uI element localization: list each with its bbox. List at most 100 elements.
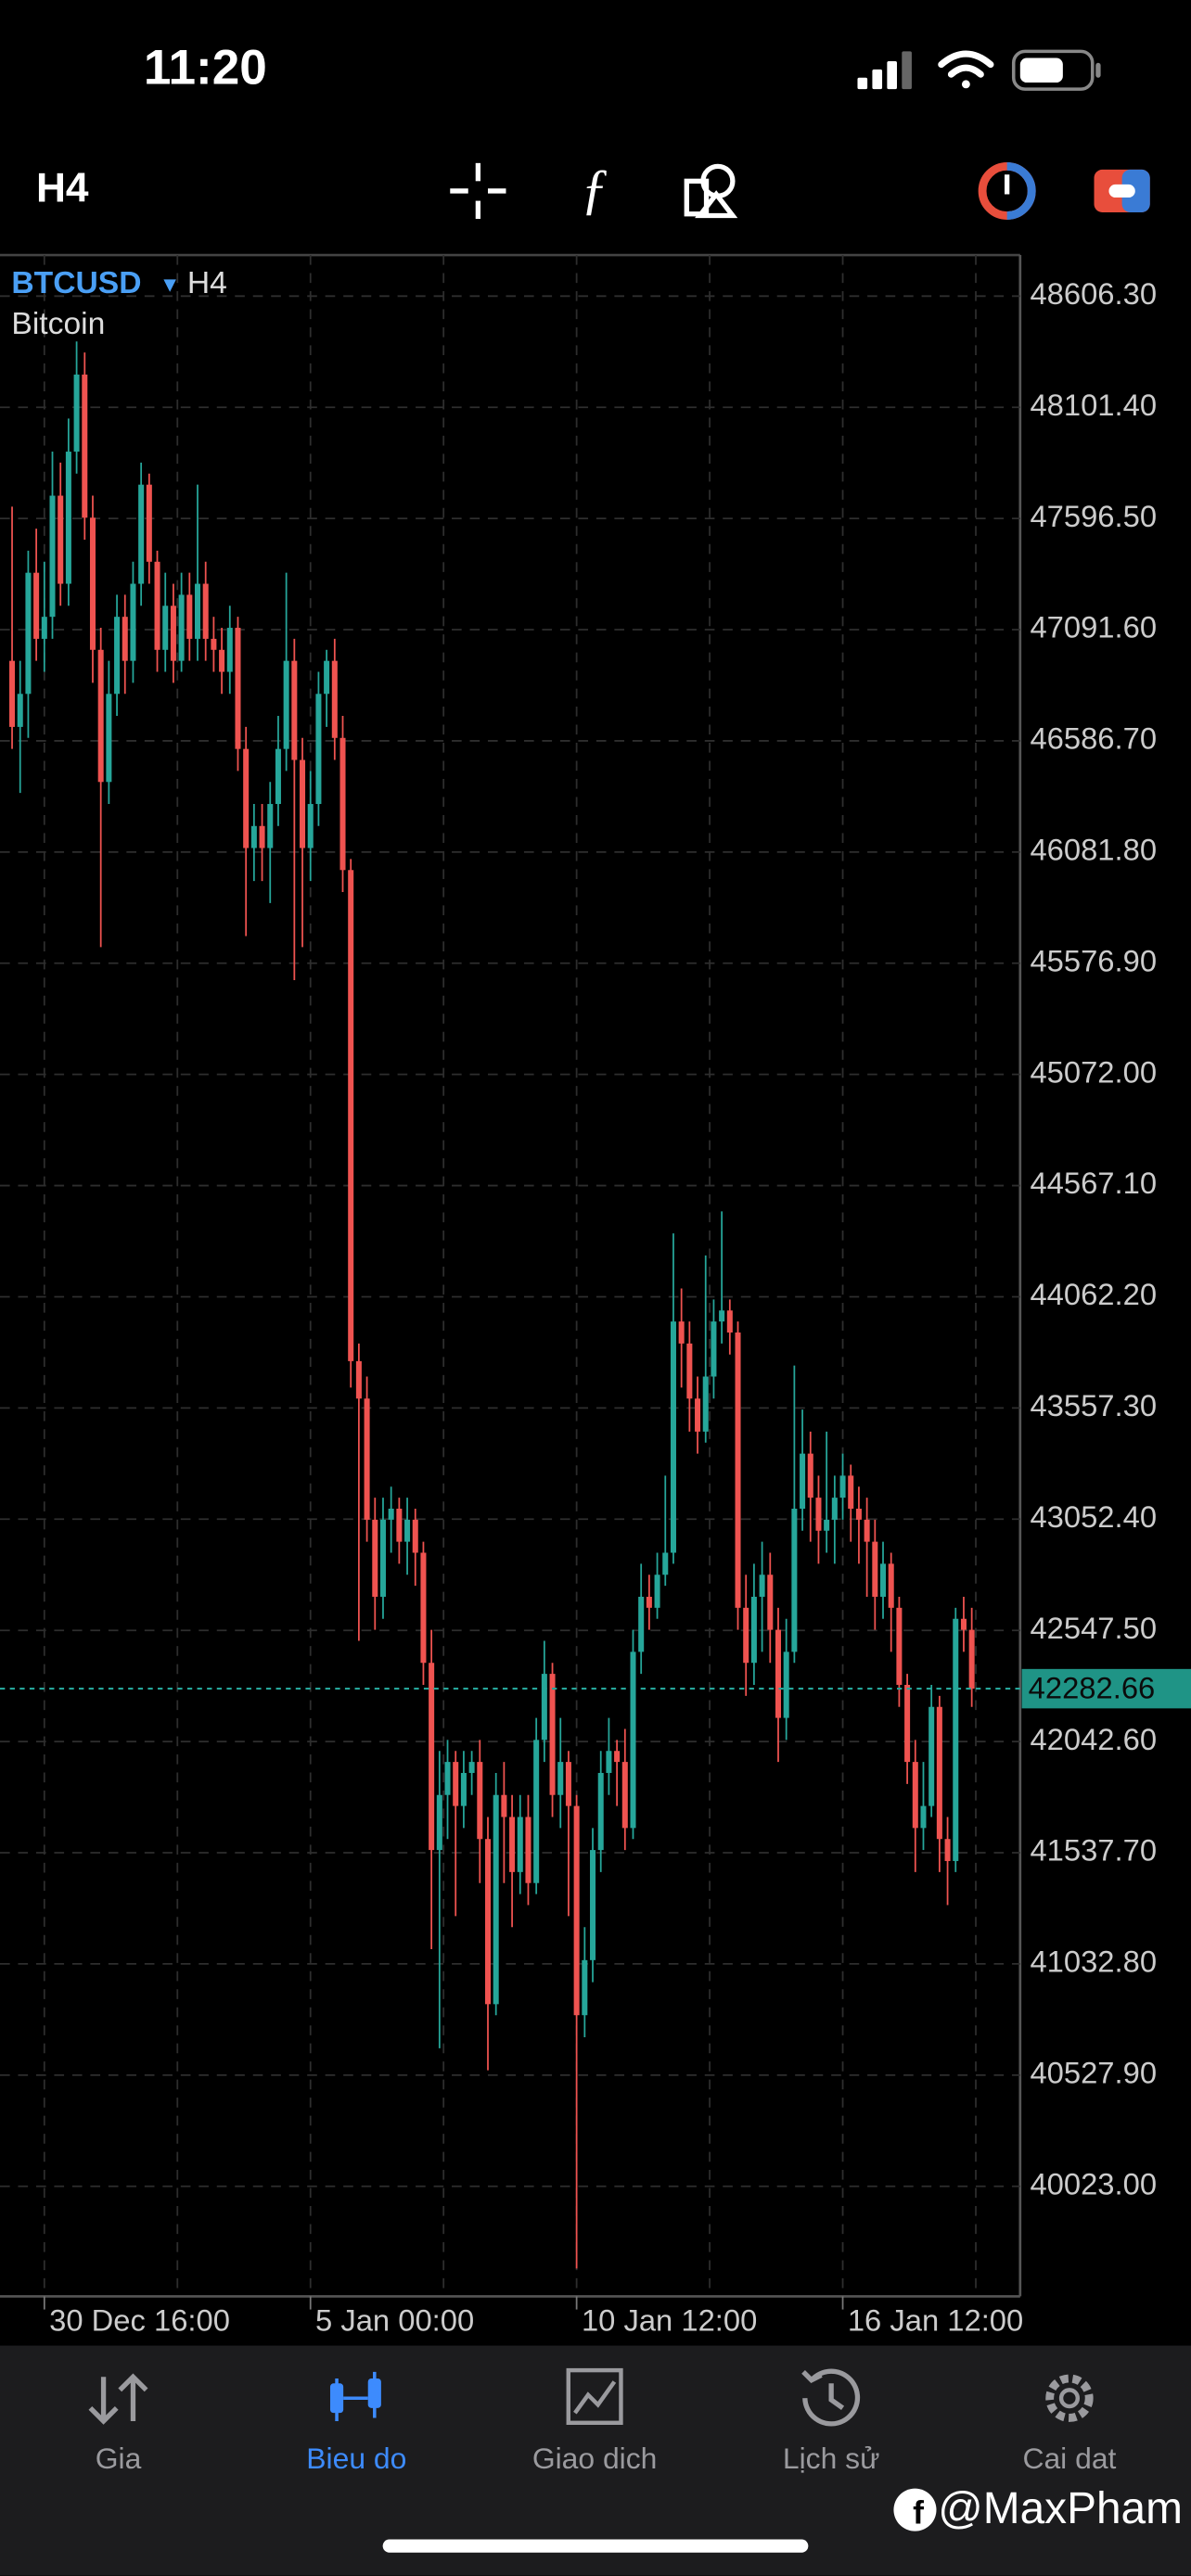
candle-body: [114, 617, 121, 695]
candle-body: [138, 484, 145, 584]
candle-body: [614, 1751, 621, 1763]
home-indicator: [382, 2539, 809, 2553]
candle-body: [872, 1541, 878, 1597]
candle-body: [202, 583, 209, 639]
battery-icon: [1011, 49, 1101, 91]
candle-body: [525, 1817, 531, 1883]
candle-body: [791, 1508, 798, 1652]
svg-text:f: f: [913, 2493, 924, 2531]
signal-icon: [857, 51, 912, 90]
candle-body: [307, 804, 314, 848]
candle-body: [855, 1508, 862, 1520]
indicators-button[interactable]: ƒ: [581, 158, 608, 220]
candle-body: [711, 1321, 717, 1377]
symbol-description: Bitcoin: [11, 307, 105, 341]
candle-body: [154, 561, 160, 650]
y-tick-label: 47596.50: [1030, 499, 1157, 533]
objects-button[interactable]: [684, 163, 738, 219]
candle-body: [300, 759, 306, 848]
candle-body: [597, 1772, 604, 1851]
candle-body: [864, 1519, 870, 1542]
candle-body: [453, 1762, 459, 1806]
x-tick-label: 10 Jan 12:00: [582, 2302, 757, 2337]
candle-body: [654, 1575, 660, 1608]
tab-label: Lịch sử: [783, 2442, 880, 2475]
candle-body: [750, 1596, 757, 1664]
candle-body: [339, 737, 346, 871]
candle-body: [420, 1552, 427, 1664]
y-tick-label: 40023.00: [1030, 2166, 1157, 2200]
candle-body: [880, 1563, 887, 1597]
timeframe-button[interactable]: H4: [36, 166, 89, 211]
chart-timeframe: H4: [187, 266, 227, 300]
x-tick-label: 16 Jan 12:00: [848, 2302, 1023, 2337]
status-time: 11:20: [144, 41, 267, 96]
tab[interactable]: Cai dat: [1022, 2374, 1117, 2475]
trade-button[interactable]: [1094, 169, 1150, 212]
tab[interactable]: Lịch sử: [783, 2368, 880, 2475]
tab[interactable]: Gia: [88, 2373, 148, 2475]
y-tick-label: 44062.20: [1030, 1277, 1157, 1311]
candle-body: [590, 1850, 596, 1960]
tab-icon: [1045, 2374, 1094, 2422]
tab-label: Cai dat: [1022, 2442, 1116, 2475]
wifi-icon: [938, 50, 994, 89]
tab-icon: [88, 2373, 148, 2425]
candle-body: [960, 1618, 967, 1630]
candle-body: [388, 1508, 394, 1520]
candle-body: [888, 1563, 894, 1608]
candle-body: [444, 1762, 451, 1795]
crosshair-button[interactable]: [450, 162, 506, 220]
candle-body: [638, 1596, 645, 1652]
candle-body: [348, 870, 354, 1361]
tab[interactable]: Giao dich: [532, 2367, 658, 2475]
axis-labels: 48606.30 48101.40 47596.50 47091.60 46586.70…: [0, 276, 1191, 2337]
current-price-label: 42282.66: [1029, 1671, 1156, 1705]
candle-body: [178, 594, 185, 661]
candle-body: [97, 649, 104, 783]
candle-body: [33, 572, 40, 639]
tab-icon: [329, 2383, 344, 2414]
tab-icon: [801, 2368, 861, 2427]
tab-icon: [1058, 2388, 1081, 2409]
y-tick-label: 42547.50: [1030, 1611, 1157, 1645]
candle-body: [968, 1629, 975, 1690]
tab-label: Giao dich: [532, 2442, 658, 2475]
candle-body: [726, 1310, 733, 1333]
candle-body: [695, 1398, 701, 1432]
candle-body: [477, 1762, 483, 1840]
candle-body: [831, 1498, 838, 1520]
candle-body: [621, 1762, 628, 1829]
candle-body: [896, 1607, 903, 1685]
candle-body: [702, 1376, 709, 1432]
tab[interactable]: Bieu do: [306, 2371, 406, 2475]
candle-body: [565, 1762, 571, 1806]
account-button[interactable]: [978, 161, 1036, 220]
tab-bar: [0, 2345, 1191, 2576]
candle-body: [429, 1663, 435, 1851]
candle-body: [250, 825, 257, 848]
candle-body: [953, 1618, 959, 1861]
y-tick-label: 48606.30: [1030, 276, 1157, 311]
symbol-dropdown-arrow[interactable]: ▼: [160, 273, 181, 297]
tab-label: Bieu do: [306, 2442, 406, 2475]
tab-label: Gia: [96, 2442, 142, 2475]
candle-body: [936, 1706, 942, 1840]
candle-body: [170, 606, 176, 661]
y-tick-label: 40527.90: [1030, 2055, 1157, 2089]
candle-body: [767, 1575, 774, 1630]
candle-body: [839, 1475, 846, 1498]
candle-body: [582, 1959, 588, 2016]
y-tick-label: 45576.90: [1030, 943, 1157, 977]
candle-body: [226, 628, 233, 672]
candle-body: [904, 1684, 911, 1763]
y-tick-label: 46081.80: [1030, 833, 1157, 867]
candle-body: [468, 1762, 475, 1773]
candle-body: [315, 694, 322, 805]
candle-body: [122, 617, 128, 661]
tab-icon: [367, 2378, 381, 2408]
symbol[interactable]: BTCUSD: [11, 266, 141, 300]
